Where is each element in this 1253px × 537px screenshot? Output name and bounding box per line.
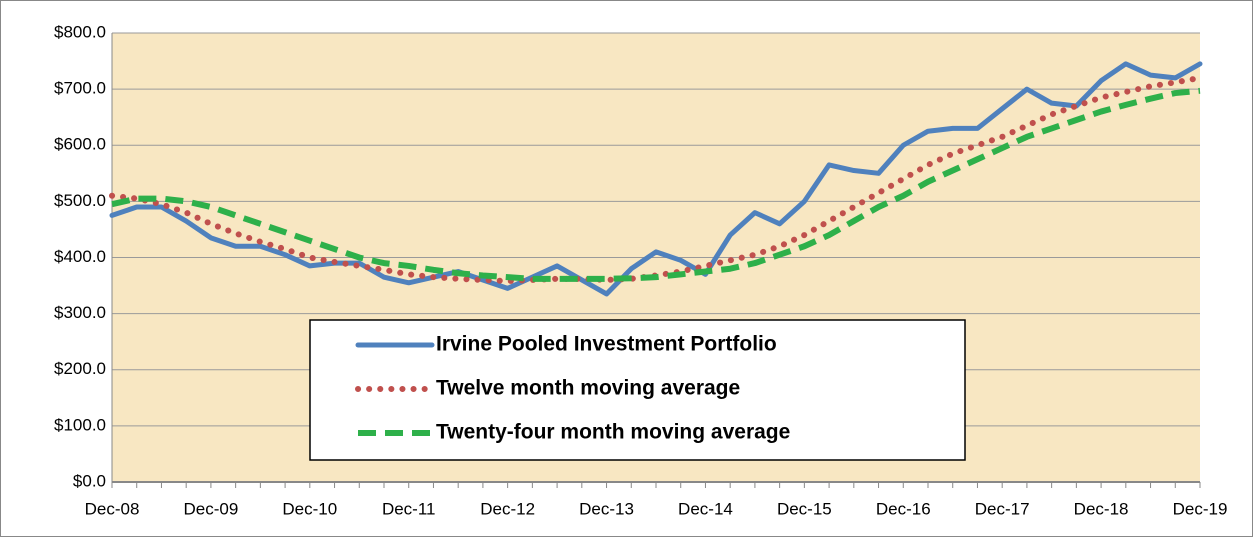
x-tick-label: Dec-13 xyxy=(579,499,634,518)
legend-label: Irvine Pooled Investment Portfolio xyxy=(436,333,777,356)
y-tick-label: $300.0 xyxy=(54,303,106,322)
x-tick-label: Dec-16 xyxy=(876,499,931,518)
x-tick-label: Dec-09 xyxy=(184,499,239,518)
x-tick-label: Dec-17 xyxy=(975,499,1030,518)
y-tick-label: $200.0 xyxy=(54,359,106,378)
y-tick-label: $100.0 xyxy=(54,415,106,434)
y-tick-label: $600.0 xyxy=(54,135,106,154)
y-tick-label: $700.0 xyxy=(54,79,106,98)
x-tick-label: Dec-14 xyxy=(678,499,733,518)
x-tick-label: Dec-08 xyxy=(85,499,140,518)
x-tick-label: Dec-12 xyxy=(480,499,535,518)
y-tick-label: $0.0 xyxy=(73,471,106,490)
y-tick-label: $500.0 xyxy=(54,191,106,210)
x-tick-label: Dec-15 xyxy=(777,499,832,518)
legend-label: Twenty-four month moving average xyxy=(436,421,790,444)
series-line xyxy=(111,87,1201,282)
y-tick-label: $400.0 xyxy=(54,247,106,266)
x-tick-label: Dec-10 xyxy=(282,499,337,518)
legend-label: Twelve month moving average xyxy=(436,377,740,400)
series-line xyxy=(109,61,1203,297)
x-tick-label: Dec-11 xyxy=(382,499,436,518)
x-tick-label: Dec-18 xyxy=(1074,499,1129,518)
x-tick-label: Dec-19 xyxy=(1173,499,1228,518)
y-tick-label: $800.0 xyxy=(54,22,106,41)
